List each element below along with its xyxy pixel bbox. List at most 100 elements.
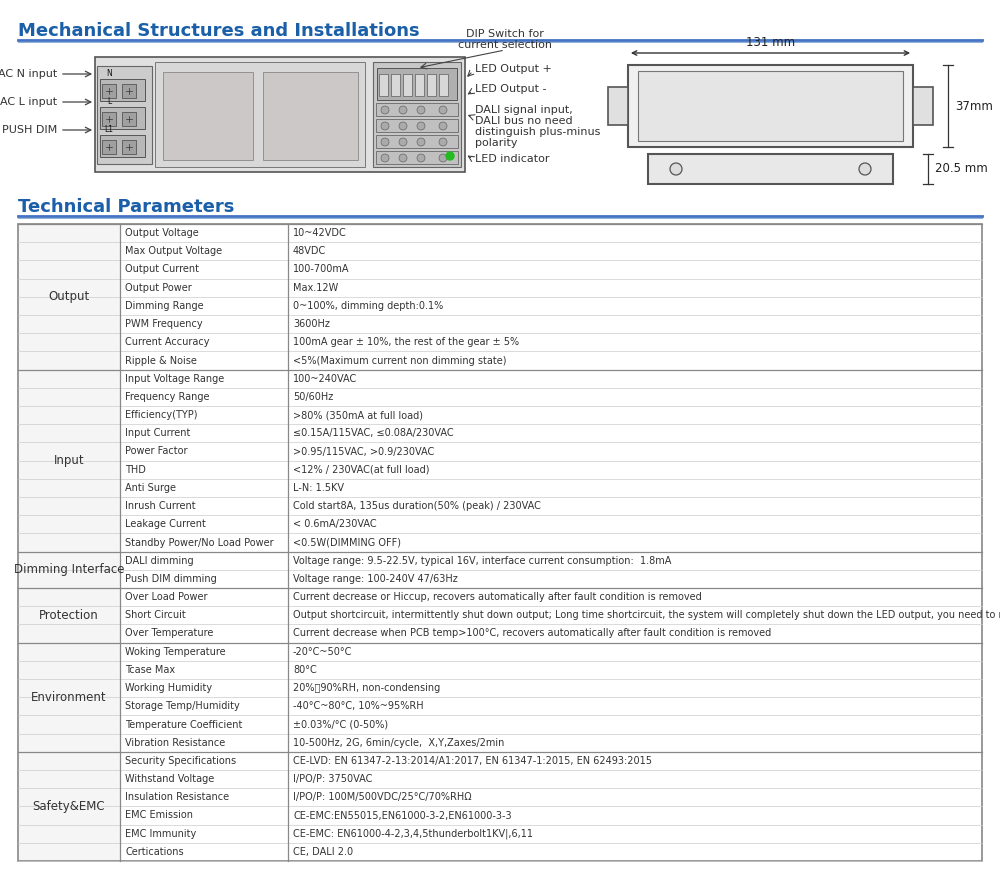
Circle shape (670, 163, 682, 175)
Bar (18, 406, 982, 425)
Bar (95, 57, 465, 172)
Bar (18, 261, 982, 279)
Text: Output shortcircuit, intermittently shut down output; Long time shortcircuit, th: Output shortcircuit, intermittently shut… (293, 611, 1000, 620)
Text: Dimming Interface: Dimming Interface (14, 563, 124, 577)
Bar (18, 497, 982, 515)
Text: Leakage Current: Leakage Current (125, 519, 206, 530)
Bar (391, 74, 400, 96)
Circle shape (399, 154, 407, 162)
Circle shape (417, 154, 425, 162)
Bar (608, 87, 628, 125)
Text: L1: L1 (104, 125, 114, 134)
Bar (18, 679, 982, 697)
Circle shape (439, 138, 447, 146)
Text: Certications: Certications (125, 847, 184, 857)
Bar (18, 825, 982, 843)
Bar (403, 74, 412, 96)
Text: AC N input: AC N input (0, 69, 57, 79)
Bar (18, 425, 982, 442)
Text: PWM Frequency: PWM Frequency (125, 320, 203, 329)
Text: Vibration Resistance: Vibration Resistance (125, 738, 225, 748)
Text: LED Output +: LED Output + (475, 64, 552, 74)
Bar (18, 843, 982, 861)
Bar (163, 72, 253, 160)
Bar (18, 369, 120, 552)
Bar (18, 643, 120, 752)
Text: >0.95/115VAC, >0.9/230VAC: >0.95/115VAC, >0.9/230VAC (293, 447, 434, 457)
Text: DIP Switch for: DIP Switch for (466, 29, 544, 39)
Text: Woking Temperature: Woking Temperature (125, 647, 226, 657)
Text: CE-EMC:EN55015,EN61000-3-2,EN61000-3-3: CE-EMC:EN55015,EN61000-3-2,EN61000-3-3 (293, 811, 512, 821)
Text: Insulation Resistance: Insulation Resistance (125, 792, 229, 802)
Bar (18, 770, 982, 789)
Bar (100, 79, 145, 101)
Text: Power Factor: Power Factor (125, 447, 188, 457)
Bar (102, 112, 116, 126)
Bar (100, 135, 145, 157)
Text: Safety&EMC: Safety&EMC (33, 800, 105, 813)
Text: Output Power: Output Power (125, 283, 192, 293)
Bar (18, 552, 982, 570)
Bar (122, 84, 136, 98)
Bar (377, 68, 457, 100)
Text: Input Voltage Range: Input Voltage Range (125, 374, 224, 384)
Bar (18, 224, 120, 369)
Text: distinguish plus-minus: distinguish plus-minus (475, 127, 600, 137)
Text: 80°C: 80°C (293, 665, 317, 675)
Bar (18, 461, 982, 479)
Text: -20°C~50°C: -20°C~50°C (293, 647, 352, 657)
Text: 20%～90%RH, non-condensing: 20%～90%RH, non-condensing (293, 684, 440, 693)
Text: DALI dimming: DALI dimming (125, 555, 194, 566)
Circle shape (439, 122, 447, 130)
Text: 0~100%, dimming depth:0.1%: 0~100%, dimming depth:0.1% (293, 301, 443, 311)
Text: Output Current: Output Current (125, 264, 199, 274)
Text: 100~240VAC: 100~240VAC (293, 374, 357, 384)
Bar (18, 333, 982, 352)
Text: I/PO/P: 100M/500VDC/25°C/70%RHΩ: I/PO/P: 100M/500VDC/25°C/70%RHΩ (293, 792, 472, 802)
Text: EMC Emission: EMC Emission (125, 811, 193, 821)
Bar (122, 112, 136, 126)
Bar (379, 74, 388, 96)
Circle shape (859, 163, 871, 175)
Bar (18, 806, 982, 825)
Text: Input: Input (54, 454, 84, 467)
Bar (628, 65, 913, 147)
Circle shape (439, 106, 447, 114)
Text: Technical Parameters: Technical Parameters (18, 198, 234, 216)
Circle shape (417, 122, 425, 130)
Text: Output: Output (48, 290, 90, 303)
Text: Cold start8A, 135us duration(50% (peak) / 230VAC: Cold start8A, 135us duration(50% (peak) … (293, 501, 541, 511)
Bar (18, 716, 982, 733)
Circle shape (381, 122, 389, 130)
Bar (100, 107, 145, 129)
Circle shape (417, 138, 425, 146)
Bar (97, 66, 152, 164)
Text: Current decrease or Hiccup, recovers automatically after fault condition is remo: Current decrease or Hiccup, recovers aut… (293, 592, 702, 603)
Text: Temperature Coefficient: Temperature Coefficient (125, 719, 242, 730)
Text: < 0.6mA/230VAC: < 0.6mA/230VAC (293, 519, 377, 530)
Bar (18, 533, 982, 552)
Text: 100mA gear ± 10%, the rest of the gear ± 5%: 100mA gear ± 10%, the rest of the gear ±… (293, 337, 519, 347)
Text: Max Output Voltage: Max Output Voltage (125, 247, 222, 256)
Circle shape (417, 106, 425, 114)
Text: Short Circuit: Short Circuit (125, 611, 186, 620)
Text: 100-700mA: 100-700mA (293, 264, 350, 274)
Text: Anti Surge: Anti Surge (125, 483, 176, 493)
Circle shape (399, 138, 407, 146)
Bar (155, 62, 365, 167)
Text: <12% / 230VAC(at full load): <12% / 230VAC(at full load) (293, 465, 430, 474)
Text: N: N (106, 69, 112, 78)
Text: 131 mm: 131 mm (746, 36, 795, 49)
Text: DALI signal input,: DALI signal input, (475, 105, 573, 115)
Bar (427, 74, 436, 96)
Text: -40°C~80°C, 10%~95%RH: -40°C~80°C, 10%~95%RH (293, 701, 424, 711)
Bar (18, 224, 982, 861)
Text: 10~42VDC: 10~42VDC (293, 228, 347, 239)
Text: Input Current: Input Current (125, 428, 190, 438)
Text: Push DIM dimming: Push DIM dimming (125, 574, 217, 584)
Circle shape (446, 152, 454, 160)
Bar (18, 752, 120, 861)
Bar (18, 242, 982, 261)
Bar (376, 103, 458, 116)
Circle shape (381, 154, 389, 162)
